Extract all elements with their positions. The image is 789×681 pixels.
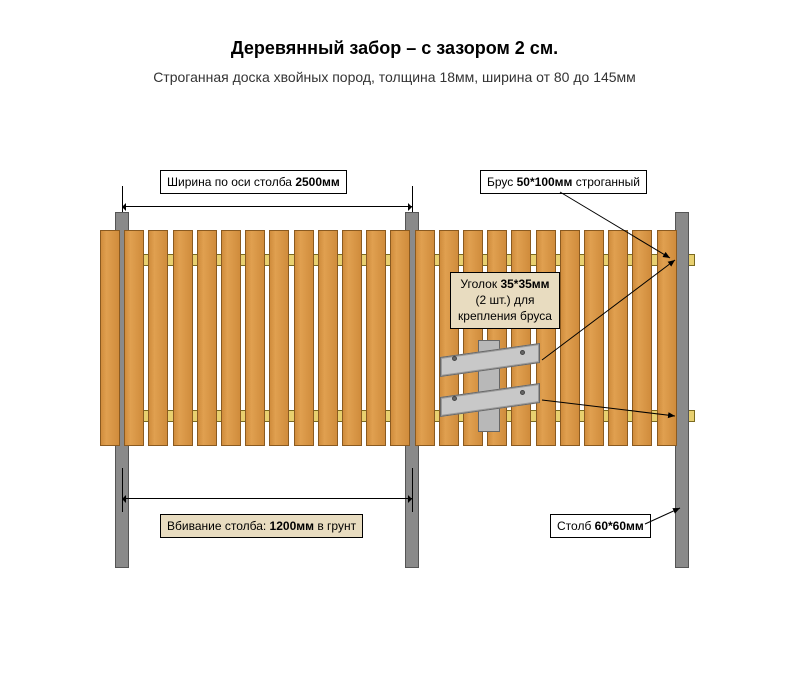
bracket-label-line2: (2 шт.) для xyxy=(476,293,535,307)
post-label-prefix: Столб xyxy=(557,519,595,533)
bracket-label: Уголок 35*35мм (2 шт.) для крепления бру… xyxy=(450,272,560,329)
drive-tick-left xyxy=(122,468,123,512)
fence-board xyxy=(173,230,193,446)
fence-board xyxy=(511,230,531,446)
fence-board xyxy=(584,230,604,446)
fence-board xyxy=(221,230,241,446)
bracket-label-value: 35*35мм xyxy=(500,277,549,291)
fence-diagram: Ширина по оси столба 2500мм Брус 50*100м… xyxy=(100,168,700,638)
fence-board xyxy=(390,230,410,446)
rivet-icon xyxy=(452,356,457,361)
fence-board xyxy=(197,230,217,446)
fence-board xyxy=(294,230,314,446)
fence-board xyxy=(657,230,677,446)
fence-board xyxy=(124,230,144,446)
fence-board xyxy=(536,230,556,446)
fence-board xyxy=(415,230,435,446)
drive-dim-arrow xyxy=(122,498,412,499)
bracket-label-prefix: Уголок xyxy=(460,277,500,291)
fence-board xyxy=(245,230,265,446)
drive-label: Вбивание столба: 1200мм в грунт xyxy=(160,514,363,538)
rail-label-suffix: строганный xyxy=(572,175,640,189)
drive-tick-right xyxy=(412,468,413,512)
fence-board xyxy=(342,230,362,446)
bracket-label-line3: крепления бруса xyxy=(458,309,552,323)
page-subtitle: Строганная доска хвойных пород, толщина … xyxy=(0,69,789,85)
fence-board xyxy=(366,230,386,446)
span-label-value: 2500мм xyxy=(295,175,339,189)
fence-board xyxy=(148,230,168,446)
post-label: Столб 60*60мм xyxy=(550,514,651,538)
fence-board xyxy=(632,230,652,446)
span-dim-arrow xyxy=(122,206,412,207)
rail-label: Брус 50*100мм строганный xyxy=(480,170,647,194)
post-3 xyxy=(675,212,689,568)
span-label-prefix: Ширина по оси столба xyxy=(167,175,295,189)
drive-label-prefix: Вбивание столба: xyxy=(167,519,270,533)
page-title: Деревянный забор – с зазором 2 см. xyxy=(0,38,789,59)
rivet-icon xyxy=(452,396,457,401)
drive-label-value: 1200мм xyxy=(270,519,314,533)
span-label: Ширина по оси столба 2500мм xyxy=(160,170,347,194)
rail-label-value: 50*100мм xyxy=(517,175,573,189)
fence-board xyxy=(100,230,120,446)
fence-board xyxy=(318,230,338,446)
rivet-icon xyxy=(520,390,525,395)
drive-label-suffix: в грунт xyxy=(314,519,356,533)
fence-board xyxy=(608,230,628,446)
post-label-value: 60*60мм xyxy=(595,519,644,533)
rail-label-prefix: Брус xyxy=(487,175,517,189)
fence-board xyxy=(560,230,580,446)
fence-board xyxy=(269,230,289,446)
rivet-icon xyxy=(520,350,525,355)
